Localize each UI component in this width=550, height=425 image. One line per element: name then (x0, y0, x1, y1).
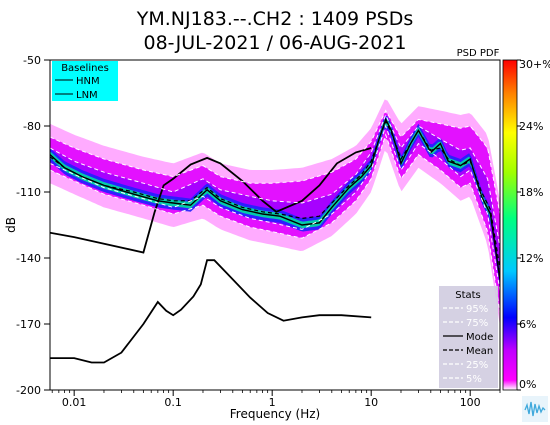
stats-legend-label: 25% (466, 360, 488, 371)
stats-legend-label: 5% (466, 374, 482, 385)
pdf-band-mode (50, 115, 500, 287)
y-axis: -50 -80 -110 -140 -170 -200 (16, 54, 50, 397)
colorbar-tick-label: 30+% (519, 58, 550, 71)
x-tick-label: 1 (269, 396, 276, 409)
series-lnm (50, 259, 372, 364)
y-tick-label: -80 (23, 120, 41, 133)
chart-title: YM.NJ183.--.CH2 : 1409 PSDs (136, 8, 413, 30)
y-tick-label: -110 (16, 186, 41, 199)
stats-legend-box (439, 286, 498, 388)
stats-legend: Stats 95% 75% Mode Mean 25% 5% (439, 286, 498, 388)
series-mode (50, 117, 500, 281)
stats-legend-label: Mode (466, 332, 493, 343)
hnm-legend-label: HNM (76, 76, 100, 87)
x-tick-label: 0.1 (164, 396, 182, 409)
plot-frame (49, 59, 501, 391)
colorbar-tick-label: 12% (519, 252, 543, 265)
x-axis-label: Frequency (Hz) (230, 407, 321, 421)
baselines-legend-title: Baselines (61, 63, 109, 74)
y-tick-label: -140 (16, 252, 41, 265)
y-axis-label: dB (4, 217, 18, 233)
x-tick-label: 0.01 (62, 396, 87, 409)
waveform-logo-icon (522, 396, 548, 422)
stats-legend-label: Mean (466, 346, 493, 357)
series-25pct (50, 124, 500, 292)
y-tick-label: -50 (23, 54, 41, 67)
colorbar-axis: 0% 6% 12% 18% 24% 30+% (517, 58, 550, 391)
colorbar-tick-label: 18% (519, 186, 543, 199)
pdf-band-25-75 (50, 117, 500, 291)
series-hnm (50, 147, 372, 254)
x-tick-label: 100 (460, 396, 481, 409)
stats-legend-label: 95% (466, 304, 488, 315)
stats-legend-title: Stats (455, 290, 481, 301)
series-5pct (50, 133, 500, 314)
psd-pdf-label: PSD PDF (457, 48, 500, 59)
series-95pct (50, 109, 500, 215)
x-axis: 0.01 0.1 1 10 100 (51, 390, 501, 409)
chart-subtitle: 08-JUL-2021 / 06-AUG-2021 (144, 32, 407, 54)
y-tick-label: -200 (16, 384, 41, 397)
lnm-legend-label: LNM (76, 90, 98, 101)
series-mean (50, 120, 500, 270)
baselines-legend: Baselines HNM LNM (52, 61, 118, 101)
stats-legend-label: 75% (466, 318, 488, 329)
colorbar-tick-label: 0% (519, 378, 536, 391)
colorbar-tick-label: 6% (519, 318, 536, 331)
colorbar-tick-label: 24% (519, 120, 543, 133)
y-tick-label: -170 (16, 318, 41, 331)
x-tick-label: 10 (364, 396, 378, 409)
plot-area (50, 99, 500, 364)
colorbar (502, 59, 518, 391)
